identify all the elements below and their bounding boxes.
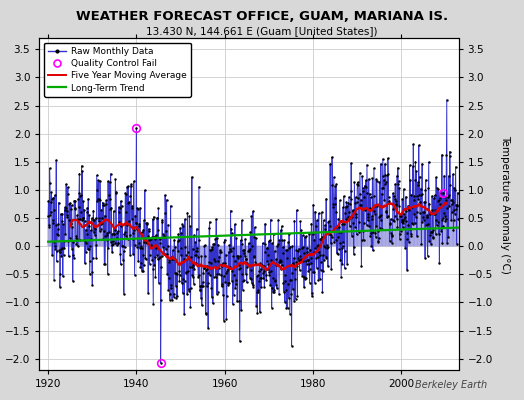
Text: WEATHER FORECAST OFFICE, GUAM, MARIANA IS.: WEATHER FORECAST OFFICE, GUAM, MARIANA I… xyxy=(76,10,448,23)
Y-axis label: Temperature Anomaly (°C): Temperature Anomaly (°C) xyxy=(499,134,509,274)
Text: 13.430 N, 144.661 E (Guam [United States]): 13.430 N, 144.661 E (Guam [United States… xyxy=(146,26,378,36)
Legend: Raw Monthly Data, Quality Control Fail, Five Year Moving Average, Long-Term Tren: Raw Monthly Data, Quality Control Fail, … xyxy=(44,42,191,97)
Text: Berkeley Earth: Berkeley Earth xyxy=(415,380,487,390)
